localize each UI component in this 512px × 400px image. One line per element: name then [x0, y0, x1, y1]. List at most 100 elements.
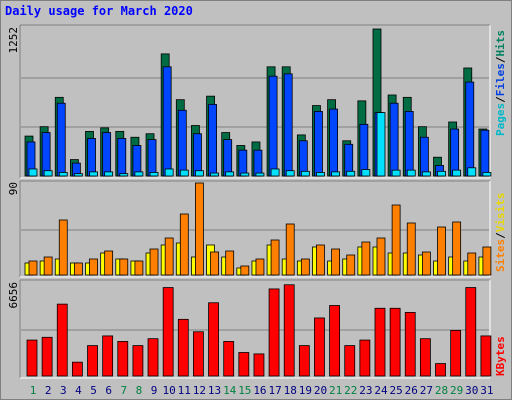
files-bar [268, 75, 278, 177]
kbytes-bar [389, 307, 401, 377]
sites-bar [134, 260, 144, 276]
kbytes-bar [374, 307, 386, 377]
sites-bar [482, 246, 492, 276]
files-bar [41, 132, 51, 177]
pages-bar [195, 170, 204, 177]
kbytes-bar [419, 338, 431, 377]
legend-part: Hits [494, 30, 507, 57]
files-bar [298, 140, 308, 177]
pages-bar [361, 169, 371, 177]
sites-bar [195, 182, 204, 276]
day-label: 27 [420, 384, 433, 397]
day-label: 2 [45, 384, 52, 397]
pages-bar [89, 171, 98, 177]
sites-bar [316, 244, 325, 276]
day-label: 20 [314, 384, 327, 397]
files-bar [238, 149, 248, 177]
pages-bar [452, 169, 462, 177]
day-label: 29 [450, 384, 463, 397]
sites-bar [285, 223, 295, 276]
legend-sites-visits: Sites/Visits [494, 193, 507, 273]
pages-bar [300, 170, 310, 177]
day-label: 18 [284, 384, 297, 397]
pages-bar [119, 173, 129, 177]
sites-bar [119, 258, 129, 276]
day-label: 13 [208, 384, 221, 397]
hits-ymax-label: 1252 [7, 27, 20, 54]
pages-bar [134, 171, 144, 177]
files-bar [314, 111, 323, 177]
day-label: 9 [151, 384, 158, 397]
kbytes-bar [404, 312, 416, 377]
sites-bar [58, 219, 68, 276]
files-bar [283, 73, 293, 177]
kbytes-bar [359, 339, 371, 377]
legend-part: / [494, 56, 507, 63]
legend-part: / [494, 232, 507, 239]
sites-bar [73, 262, 83, 276]
files-bar [193, 133, 202, 177]
kbytes-bar [223, 341, 235, 377]
day-label: 25 [389, 384, 402, 397]
sites-bar [210, 251, 219, 276]
day-label: 10 [163, 384, 176, 397]
files-bar [450, 128, 460, 177]
sites-bar [28, 260, 38, 276]
day-label: 26 [405, 384, 418, 397]
day-label: 4 [75, 384, 82, 397]
sites-bar [361, 241, 371, 276]
day-label: 14 [223, 384, 237, 397]
kbytes-bar [147, 338, 159, 377]
legend-part: Visits [494, 193, 507, 233]
files-bar [117, 138, 127, 177]
visits-ymax-label: 90 [7, 182, 20, 195]
sites-bar [331, 248, 341, 276]
sites-bar [376, 237, 386, 276]
legend-pages-files-hits: Pages/Files/Hits [494, 30, 507, 136]
files-bar [102, 132, 112, 177]
kbytes-bar [71, 361, 83, 377]
files-bar [253, 149, 263, 177]
pages-bar [482, 172, 492, 177]
files-bar [419, 136, 429, 177]
pages-bar [331, 171, 341, 177]
kbytes-bar [238, 352, 250, 377]
files-bar [329, 108, 339, 177]
day-label: 17 [268, 384, 281, 397]
kbytes-bar [450, 329, 462, 377]
pages-bar [316, 172, 325, 177]
pages-bar [58, 172, 68, 177]
sites-bar [255, 258, 265, 276]
files-bar [147, 139, 157, 177]
sites-bar [452, 221, 462, 276]
files-bar [480, 129, 490, 177]
pages-bar [104, 171, 114, 177]
sites-bar [164, 237, 174, 276]
kbytes-bar [193, 331, 204, 377]
sites-bar [300, 258, 310, 276]
legend-kbytes: KBytes [494, 336, 507, 376]
files-bar [208, 103, 217, 177]
legend-part: Files [494, 63, 507, 96]
files-bar [56, 102, 66, 177]
kbytes-bar [132, 345, 144, 377]
day-label: 30 [465, 384, 478, 397]
kbytes-bar [26, 339, 38, 377]
pages-bar [73, 173, 83, 177]
pages-bar [391, 169, 401, 177]
files-bar [177, 109, 187, 177]
legend-part: KBytes [494, 336, 507, 376]
kbytes-bar [102, 335, 114, 377]
legend-part: Pages [494, 103, 507, 136]
files-bar [132, 145, 142, 177]
sites-bar [467, 252, 477, 276]
sites-bar [240, 265, 250, 276]
sites-bar [43, 256, 53, 276]
chart-title: Daily usage for March 2020 [5, 4, 193, 18]
legend-part: / [494, 96, 507, 103]
kbytes-bar [56, 303, 68, 377]
day-label: 7 [120, 384, 127, 397]
day-label: 1 [30, 384, 37, 397]
sites-bar [406, 222, 416, 276]
